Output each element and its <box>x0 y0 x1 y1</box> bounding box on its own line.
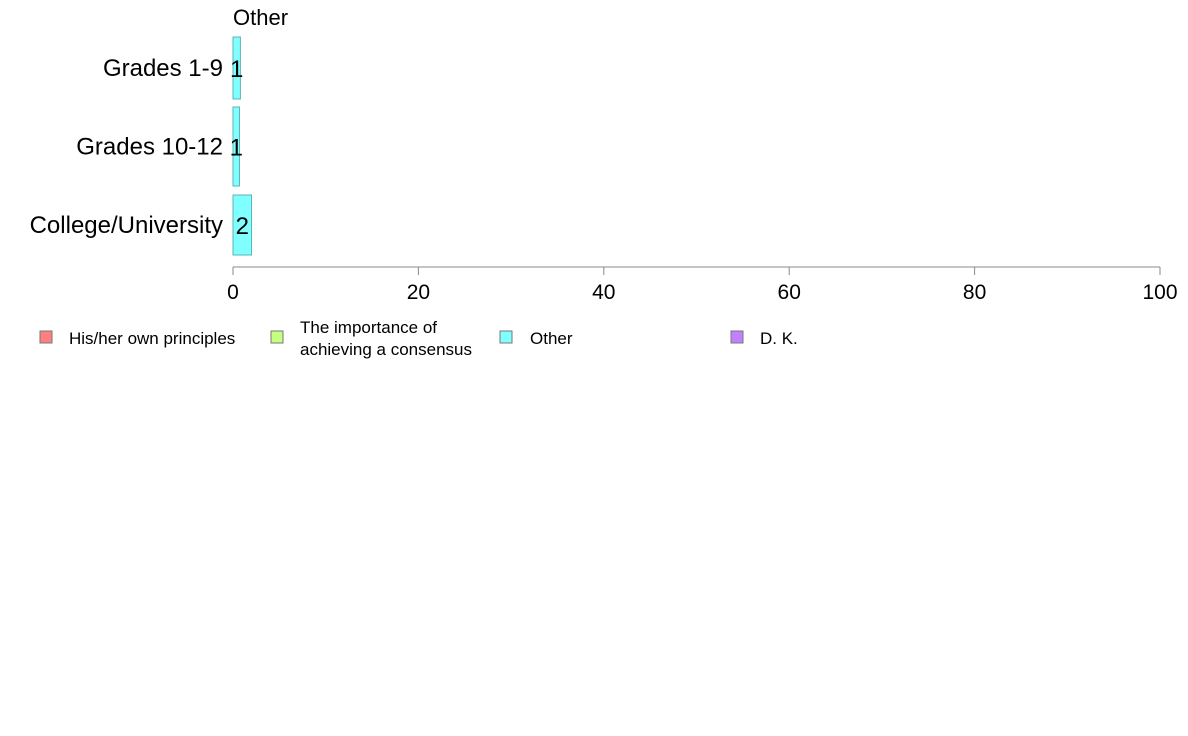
x-axis: 0 20 40 60 80 100 <box>227 266 1178 304</box>
legend-swatch <box>730 330 744 344</box>
bar-value-label: 1 <box>230 56 243 83</box>
legend: His/her own principles The importance of a… <box>39 318 798 359</box>
bar-labels: 1 1 2 <box>230 56 249 240</box>
category-label: Grades 1-9 <box>103 55 223 82</box>
bar <box>232 106 240 187</box>
bar <box>232 36 241 100</box>
x-tick-label: 60 <box>778 281 801 304</box>
x-tick-label: 0 <box>227 281 239 304</box>
bar-value-label: 2 <box>236 213 249 240</box>
bars <box>232 36 253 256</box>
legend-label: D. K. <box>760 329 798 348</box>
legend-swatch <box>499 330 513 344</box>
legend-label: Other <box>530 329 573 348</box>
chart-title: Other <box>233 5 288 30</box>
category-label: Grades 10-12 <box>76 134 223 161</box>
legend-label: His/her own principles <box>69 329 235 348</box>
x-tick-label: 40 <box>592 281 615 304</box>
legend-swatch <box>39 330 53 344</box>
x-tick-label: 20 <box>407 281 430 304</box>
category-label: College/University <box>30 212 223 239</box>
bar <box>232 194 253 256</box>
x-tick-label: 80 <box>963 281 986 304</box>
bar-value-label: 1 <box>230 135 243 162</box>
x-tick-label: 100 <box>1142 281 1177 304</box>
category-labels: Grades 1-9 Grades 10-12 College/University <box>30 55 223 239</box>
legend-swatch <box>270 330 284 344</box>
legend-label: The importance of achieving a consensus <box>300 318 472 359</box>
